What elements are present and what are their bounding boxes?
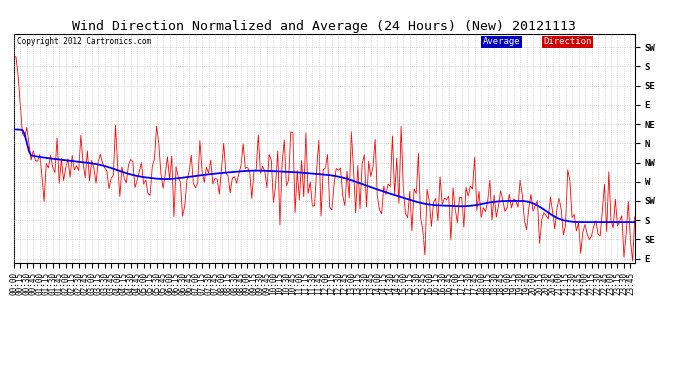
Text: Average: Average	[483, 37, 520, 46]
Title: Wind Direction Normalized and Average (24 Hours) (New) 20121113: Wind Direction Normalized and Average (2…	[72, 20, 576, 33]
Text: Copyright 2012 Cartronics.com: Copyright 2012 Cartronics.com	[17, 37, 151, 46]
Text: Direction: Direction	[544, 37, 592, 46]
